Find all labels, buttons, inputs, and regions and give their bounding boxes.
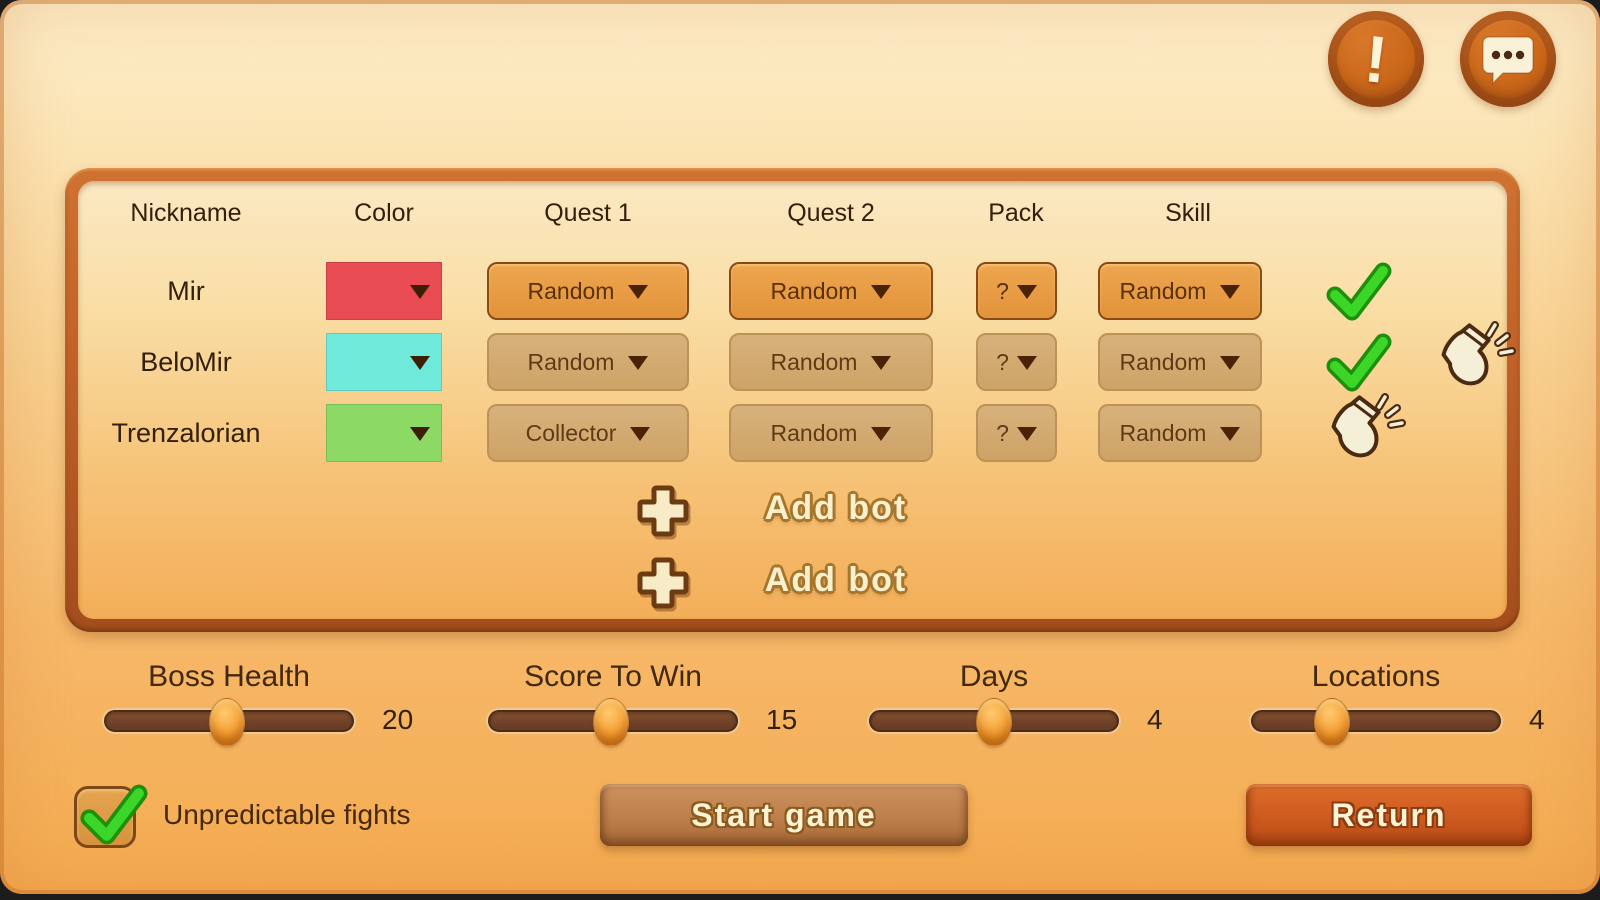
pack-value: ? [996,348,1009,375]
kick-boot-icon[interactable] [1316,393,1408,473]
quest2-value: Random [770,348,858,375]
skill-dropdown[interactable]: Random [1098,262,1262,320]
quest1-dropdown[interactable]: Random [487,262,689,320]
quest1-value: Random [527,348,615,375]
unpredictable-fights-checkbox[interactable] [74,786,136,848]
kick-boot-icon[interactable] [1426,321,1518,401]
start-game-button[interactable]: Start game [600,784,968,846]
unpredictable-fights-label: Unpredictable fights [163,799,411,830]
slider-value: 4 [1147,704,1163,735]
triangle-down-icon [871,356,892,370]
triangle-down-icon [1016,356,1037,370]
return-button[interactable]: Return [1246,784,1532,846]
player-nickname: Trenzalorian [111,418,261,448]
slider-boss-health: Boss Health 20 [104,660,434,750]
slider-thumb[interactable] [1313,698,1350,746]
quest2-value: Random [770,277,858,304]
skill-value: Random [1119,348,1207,375]
triangle-down-icon [410,285,430,299]
skill-value: Random [1119,277,1207,304]
column-header-pack: Pack [988,199,1044,227]
slider-track[interactable] [869,698,1119,746]
color-dropdown[interactable] [326,404,442,462]
triangle-down-icon [628,356,649,370]
add-bot-label: Add bot [764,489,908,527]
skill-dropdown[interactable]: Random [1098,404,1262,462]
pack-value: ? [996,419,1009,446]
triangle-down-icon [871,427,892,441]
column-header-color: Color [354,199,414,227]
quest2-dropdown[interactable]: Random [729,333,933,391]
column-header-quest2: Quest 2 [787,199,875,227]
slider-label: Boss Health [148,660,310,693]
triangle-down-icon [871,285,892,299]
player-nickname: BeloMir [140,347,232,377]
ready-check-icon [1326,259,1392,323]
triangle-down-icon [1016,285,1037,299]
chat-bubble-icon [1482,36,1534,85]
plus-icon [633,481,693,541]
player-nickname: Mir [167,276,205,306]
start-game-label: Start game [691,796,877,833]
quest2-value: Random [770,419,858,446]
slider-thumb[interactable] [208,698,245,746]
add-bot-button[interactable]: Add bot [78,553,1507,613]
color-dropdown[interactable] [326,262,442,320]
skill-value: Random [1119,419,1207,446]
triangle-down-icon [1016,427,1037,441]
pack-dropdown[interactable]: ? [976,404,1057,462]
slider-score-to-win: Score To Win 15 [488,660,818,750]
quest2-dropdown[interactable]: Random [729,404,933,462]
slider-value: 4 [1529,704,1545,735]
lobby-panel-inner: Nickname Color Quest 1 Quest 2 Pack Skil… [78,181,1507,619]
triangle-down-icon [630,427,651,441]
slider-track[interactable] [488,698,738,746]
pack-value: ? [996,277,1009,304]
add-bot-label: Add bot [764,561,908,599]
chat-button[interactable] [1460,11,1556,107]
plus-icon [633,553,693,613]
triangle-down-icon [1220,427,1241,441]
slider-locations: Locations 4 [1251,660,1581,750]
triangle-down-icon [410,427,430,441]
slider-label: Days [959,660,1029,693]
quest2-dropdown[interactable]: Random [729,262,933,320]
add-bot-button[interactable]: Add bot [78,481,1507,541]
quest1-dropdown[interactable]: Collector [487,404,689,462]
exclamation-icon: ! [1361,21,1391,97]
slider-days: Days 4 [869,660,1199,750]
slider-value: 20 [382,704,414,735]
alert-button[interactable]: ! [1328,11,1424,107]
triangle-down-icon [1220,356,1241,370]
pack-dropdown[interactable]: ? [976,262,1057,320]
slider-thumb[interactable] [976,698,1012,746]
slider-thumb[interactable] [592,698,629,746]
pack-dropdown[interactable]: ? [976,333,1057,391]
return-label: Return [1331,796,1447,833]
triangle-down-icon [410,356,430,370]
quest1-dropdown[interactable]: Random [487,333,689,391]
slider-value: 15 [766,704,798,735]
column-header-nickname: Nickname [130,199,242,227]
column-header-skill: Skill [1165,199,1211,227]
check-icon [79,781,149,847]
color-dropdown[interactable] [326,333,442,391]
quest1-value: Random [527,277,615,304]
slider-label: Score To Win [524,660,702,693]
slider-track[interactable] [104,698,354,746]
ready-check-icon [1326,330,1392,394]
skill-dropdown[interactable]: Random [1098,333,1262,391]
slider-label: Locations [1311,660,1441,693]
column-header-quest1: Quest 1 [544,199,632,227]
triangle-down-icon [628,285,649,299]
triangle-down-icon [1220,285,1241,299]
lobby-panel: Nickname Color Quest 1 Quest 2 Pack Skil… [65,168,1520,632]
quest1-value: Collector [525,419,617,446]
slider-track[interactable] [1251,698,1501,746]
